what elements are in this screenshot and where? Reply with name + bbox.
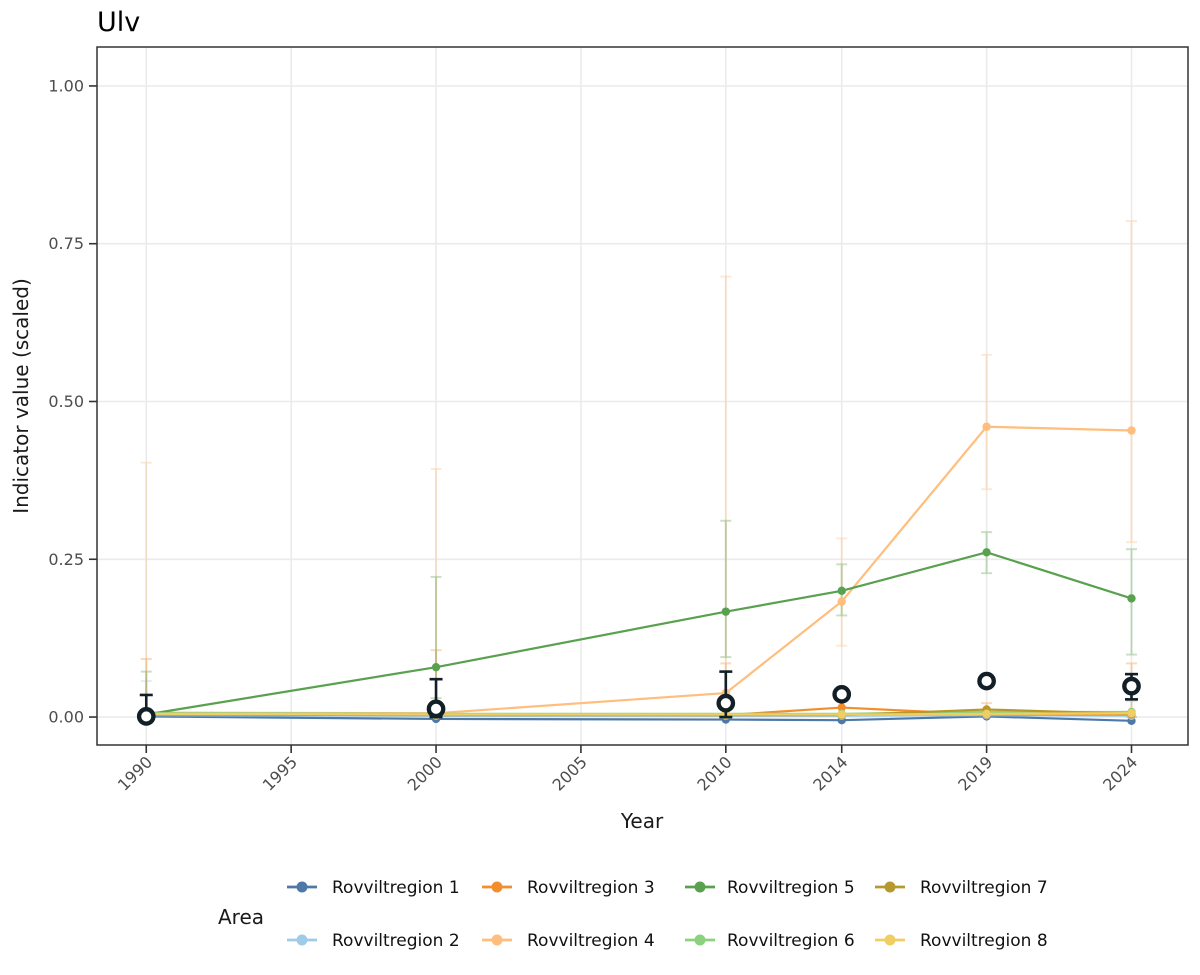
series-point-rovviltregion-5 — [837, 586, 846, 596]
legend-item: Rovviltregion 7 — [875, 878, 1048, 898]
errorbar-rovviltregion-4 — [1125, 219, 1137, 544]
x-tick-label: 2014 — [809, 752, 851, 794]
legend-item: Rovviltregion 6 — [685, 931, 855, 951]
legend-item-label: Rovviltregion 6 — [727, 931, 855, 951]
legend-item-label: Rovviltregion 4 — [527, 931, 655, 951]
legend-item: Rovviltregion 8 — [875, 931, 1048, 951]
x-tick-label: 1995 — [259, 752, 301, 794]
series-point-rovviltregion-5 — [721, 607, 731, 616]
legend-item-label: Rovviltregion 7 — [920, 878, 1048, 898]
series-line-rovviltregion-8 — [146, 712, 1132, 716]
legend-item-label: Rovviltregion 1 — [332, 878, 460, 898]
legend-item-label: Rovviltregion 5 — [727, 878, 855, 898]
x-tick-label: 2005 — [549, 752, 591, 794]
y-tick-label: 0.00 — [48, 708, 84, 727]
observed-point — [136, 707, 156, 726]
legend-item: Rovviltregion 1 — [287, 878, 460, 898]
observed-point — [977, 671, 996, 691]
x-axis-title: Year — [620, 809, 664, 833]
y-tick-label: 0.75 — [48, 234, 84, 253]
legend-title: Area — [218, 905, 264, 929]
series-point-rovviltregion-5 — [1127, 594, 1136, 603]
legend-item-label: Rovviltregion 3 — [527, 878, 655, 898]
panel-background — [97, 47, 1188, 745]
legend-key-point — [491, 934, 503, 946]
series-point-rovviltregion-4 — [837, 597, 846, 606]
x-tick-label: 2019 — [954, 752, 996, 794]
data-layer — [136, 219, 1141, 726]
legend-item: Rovviltregion 4 — [482, 931, 655, 951]
y-tick-label: 0.50 — [48, 392, 84, 411]
errorbar-rovviltregion-5 — [720, 519, 732, 659]
legend-key-point — [694, 881, 706, 893]
x-tick-label: 2010 — [693, 752, 735, 794]
observed-point — [426, 699, 446, 719]
legend-item: Rovviltregion 3 — [482, 878, 655, 898]
legend-key-point — [296, 934, 308, 946]
series-point-rovviltregion-4 — [1127, 426, 1136, 435]
series-point-rovviltregion-5 — [431, 662, 441, 672]
series-point-rovviltregion-3 — [837, 703, 846, 712]
x-tick-label: 2024 — [1099, 752, 1141, 794]
legend-item: Rovviltregion 5 — [685, 878, 855, 898]
errorbar-rovviltregion-4 — [981, 353, 993, 491]
legend-item: Rovviltregion 2 — [287, 931, 460, 951]
legend-item-label: Rovviltregion 8 — [920, 931, 1048, 951]
series-point-rovviltregion-8 — [1127, 709, 1136, 718]
plot-title: Ulv — [97, 7, 140, 38]
legend-key-point — [884, 934, 896, 946]
observed-point — [1122, 676, 1141, 696]
series-point-rovviltregion-5 — [982, 548, 991, 557]
observed-point — [716, 693, 736, 713]
series-point-rovviltregion-8 — [837, 710, 846, 719]
y-tick-label: 1.00 — [48, 76, 84, 95]
x-tick-label: 2000 — [404, 752, 446, 794]
series-line-rovviltregion-1 — [146, 715, 1132, 722]
legend-key-point — [694, 934, 706, 946]
observed-point — [832, 684, 852, 704]
panel-border — [96, 46, 1189, 746]
series-point-rovviltregion-8 — [982, 709, 991, 719]
legend: Rovviltregion 1 Rovviltregion 2 Rovviltreg… — [287, 878, 1048, 951]
series-line-rovviltregion-5 — [146, 551, 1132, 716]
legend-item-label: Rovviltregion 2 — [332, 931, 460, 951]
x-tick-label: 1990 — [114, 752, 156, 794]
legend-key-point — [491, 881, 503, 893]
y-axis-title: Indicator value (scaled) — [9, 278, 33, 514]
legend-key-point — [296, 881, 308, 893]
panel-layer — [96, 46, 1189, 746]
legend-key-point — [884, 881, 896, 893]
y-tick-label: 0.25 — [48, 550, 84, 569]
series-point-rovviltregion-4 — [982, 422, 991, 431]
